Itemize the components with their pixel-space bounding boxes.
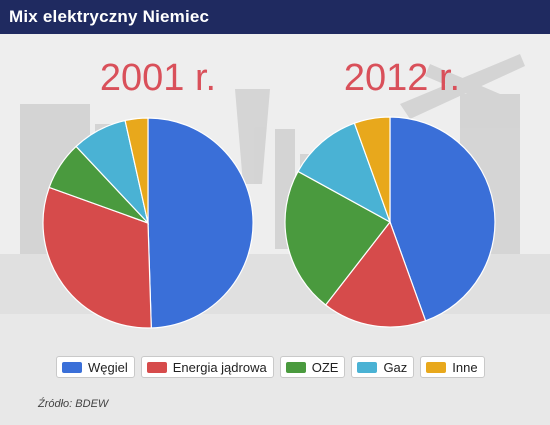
pie-charts: 2001 r. 2012 r.: [42, 57, 496, 329]
legend-label: Energia jądrowa: [172, 359, 267, 375]
pie-slice-węgiel: [147, 117, 254, 329]
legend-label: OZE: [311, 359, 339, 375]
legend-item-oze: OZE: [279, 356, 346, 378]
legend-item-inne: Inne: [420, 356, 485, 378]
pie-slice-gaz: [297, 122, 392, 224]
legend-swatch: [357, 361, 378, 373]
legend-swatch: [285, 361, 306, 373]
pie-slice-energia-jądrowa: [324, 220, 427, 328]
legend-label: Gaz: [383, 359, 408, 375]
pie-slice-węgiel: [389, 116, 496, 322]
legend-label: Węgiel: [88, 359, 128, 375]
legend-swatch: [62, 361, 82, 373]
legend-item-energia-jadrowa: Energia jądrowa: [140, 356, 274, 378]
legend-item-gaz: Gaz: [351, 356, 415, 378]
pie-title-2001: 2001 r.: [100, 57, 216, 99]
legend-swatch: [426, 361, 447, 373]
page-title: Mix elektryczny Niemiec: [9, 7, 210, 26]
pie-slice-energia-jądrowa: [42, 186, 152, 329]
legend-swatch: [146, 361, 167, 373]
legend-label: Inne: [452, 359, 478, 375]
source-note: Źródło: BDEW: [38, 398, 109, 410]
pie-chart-2012: 2012 r.: [284, 57, 496, 328]
pie-slice-inne: [353, 116, 391, 223]
pie-slice-oze: [284, 170, 391, 306]
legend-item-wegiel: Węgiel: [56, 356, 135, 378]
header-bar: Mix elektryczny Niemiec: [0, 0, 550, 34]
pie-slice-inne: [124, 117, 149, 224]
pie-title-2012: 2012 r.: [344, 57, 460, 99]
legend: Węgiel Energia jądrowa OZE Gaz Inne: [56, 356, 485, 378]
pie-chart-2001: 2001 r.: [42, 57, 254, 329]
